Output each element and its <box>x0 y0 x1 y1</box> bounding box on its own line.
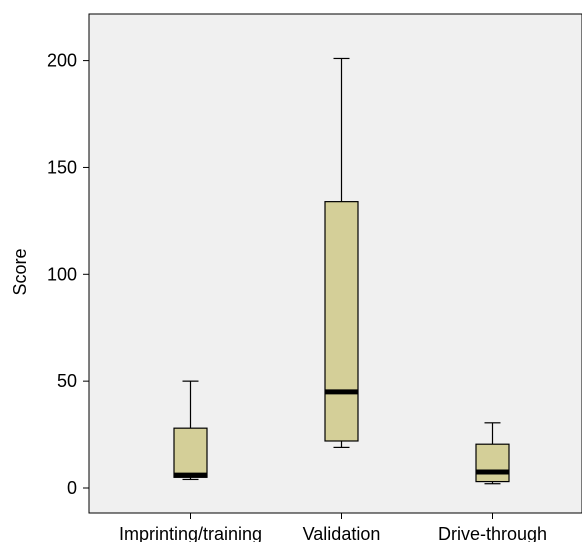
x-tick-label: Imprinting/training <box>119 524 262 542</box>
y-tick-label: 150 <box>47 157 77 177</box>
y-tick-label: 0 <box>67 478 77 498</box>
x-axis: Imprinting/training Validation Drive-throu… <box>119 513 547 542</box>
y-tick-label: 100 <box>47 264 77 284</box>
box-iqr <box>324 201 359 442</box>
y-tick-label: 50 <box>57 371 77 391</box>
x-tick-label: Drive-through <box>438 524 547 542</box>
box-series <box>173 57 510 485</box>
y-axis-label: Score <box>10 248 30 295</box>
box-iqr <box>475 443 510 483</box>
y-axis: 0 50 100 150 200 <box>47 51 89 498</box>
y-tick-label: 200 <box>47 51 77 71</box>
x-tick-label: Validation <box>303 524 381 542</box>
box-group <box>173 380 208 481</box>
box-group <box>475 422 510 485</box>
box-group <box>324 57 359 448</box>
box-iqr <box>173 427 208 478</box>
